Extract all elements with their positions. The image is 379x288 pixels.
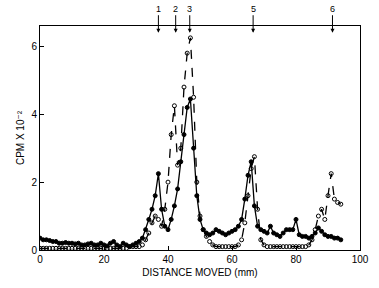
svg-text:0: 0 — [31, 245, 37, 256]
svg-text:2: 2 — [31, 177, 37, 188]
svg-text:6: 6 — [31, 41, 37, 52]
svg-text:6: 6 — [330, 4, 335, 14]
svg-text:60: 60 — [226, 254, 238, 265]
svg-text:CPM X 10⁻²: CPM X 10⁻² — [15, 110, 26, 165]
svg-text:100: 100 — [352, 254, 369, 265]
svg-text:4: 4 — [31, 109, 37, 120]
svg-text:3: 3 — [187, 4, 192, 14]
svg-text:DISTANCE MOVED (mm): DISTANCE MOVED (mm) — [142, 267, 257, 278]
svg-text:1: 1 — [156, 4, 161, 14]
svg-text:80: 80 — [290, 254, 302, 265]
svg-text:5: 5 — [251, 4, 256, 14]
svg-text:2: 2 — [173, 4, 178, 14]
svg-text:0: 0 — [37, 254, 43, 265]
svg-text:20: 20 — [98, 254, 110, 265]
svg-text:40: 40 — [162, 254, 174, 265]
